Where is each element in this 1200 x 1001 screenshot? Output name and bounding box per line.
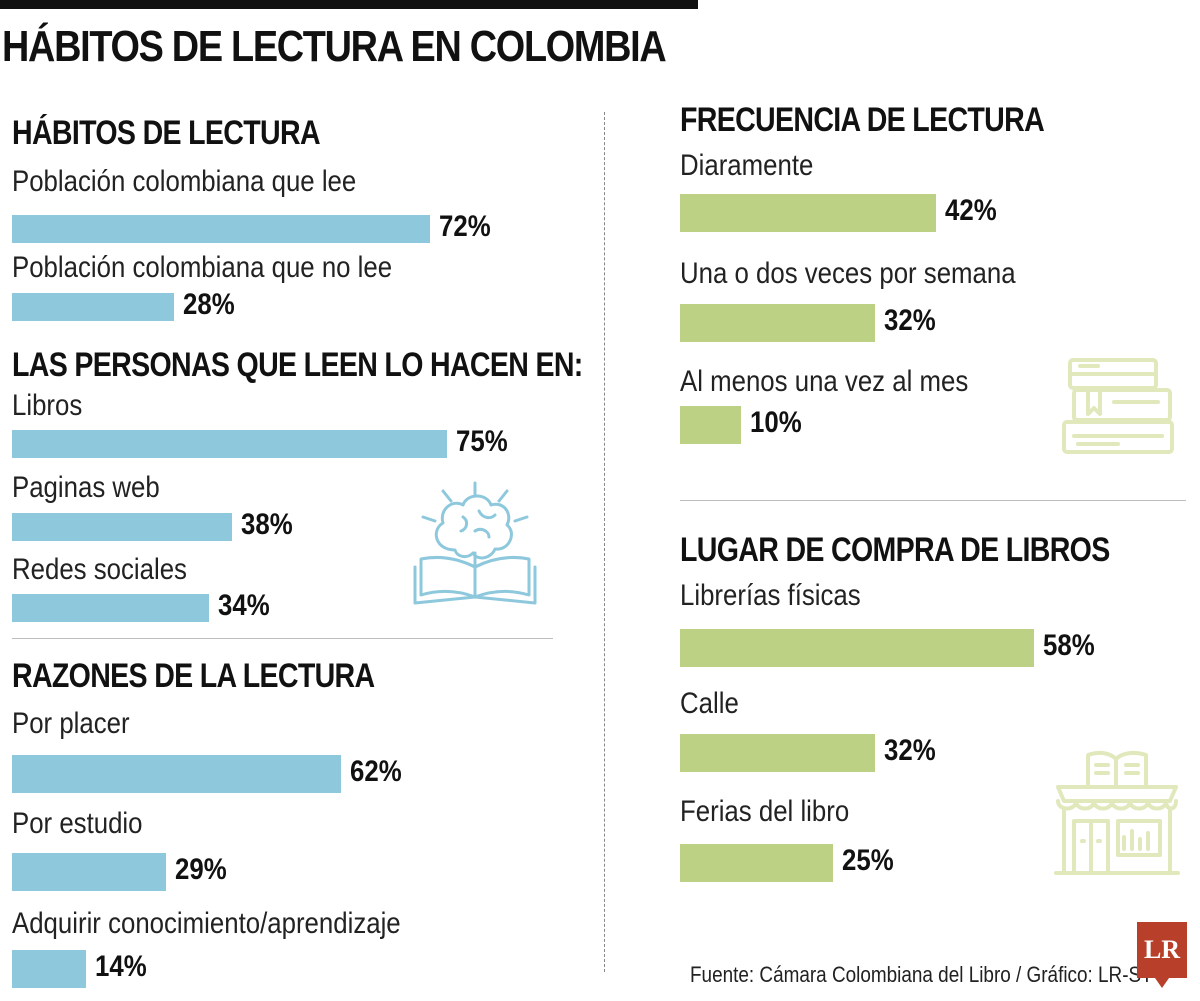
value-label: 29% — [175, 853, 227, 886]
value-label: 14% — [95, 950, 147, 983]
value-label: 10% — [750, 406, 802, 439]
top-rule — [0, 0, 698, 9]
bar — [680, 629, 1034, 667]
bar — [12, 215, 430, 243]
lr-logo-text: LR — [1143, 935, 1181, 964]
value-label: 25% — [842, 844, 894, 877]
bar-label: Población colombiana que lee — [12, 165, 357, 198]
section-divider-right — [680, 500, 1186, 501]
bar — [12, 293, 174, 321]
bar-label: Librerías físicas — [680, 579, 861, 612]
page-title: HÁBITOS DE LECTURA EN COLOMBIA — [2, 22, 667, 71]
bar — [680, 194, 936, 232]
value-label: 72% — [439, 210, 491, 243]
bar-label: Adquirir conocimiento/aprendizaje — [12, 907, 401, 940]
bar-label: Por placer — [12, 707, 130, 740]
bar-label: Libros — [12, 389, 83, 422]
section-title: FRECUENCIA DE LECTURA — [680, 101, 1045, 139]
bar — [12, 594, 209, 622]
bookstore-icon — [1054, 750, 1180, 875]
bar-label: Al menos una vez al mes — [680, 365, 969, 398]
bar-label: Población colombiana que no lee — [12, 251, 393, 284]
value-label: 32% — [884, 734, 936, 767]
bar — [12, 430, 447, 458]
bar — [680, 304, 875, 342]
bar-label: Una o dos veces por semana — [680, 257, 1016, 290]
bar-label: Por estudio — [12, 807, 143, 840]
bar — [680, 734, 875, 772]
value-label: 32% — [884, 304, 936, 337]
bar-label: Diaramente — [680, 149, 814, 182]
section-title: HÁBITOS DE LECTURA — [12, 114, 321, 152]
value-label: 34% — [218, 589, 270, 622]
section-divider-left — [12, 638, 553, 639]
value-label: 28% — [183, 288, 235, 321]
value-label: 75% — [456, 425, 508, 458]
value-label: 38% — [241, 508, 293, 541]
source-note: Fuente: Cámara Colombiana del Libro / Gr… — [690, 962, 1153, 987]
brain-book-icon — [413, 481, 537, 605]
stacked-books-icon — [1062, 358, 1174, 454]
value-label: 58% — [1043, 629, 1095, 662]
bar-label: Ferias del libro — [680, 795, 850, 828]
section-title: RAZONES DE LA LECTURA — [12, 657, 375, 695]
column-divider — [604, 112, 605, 972]
bar — [12, 755, 341, 793]
bar — [680, 406, 741, 444]
bar — [12, 853, 166, 891]
section-title: LAS PERSONAS QUE LEEN LO HACEN EN: — [12, 346, 583, 384]
section-title: LUGAR DE COMPRA DE LIBROS — [680, 531, 1110, 569]
bar — [12, 950, 86, 988]
bar-label: Paginas web — [12, 471, 160, 504]
bar-label: Calle — [680, 687, 739, 720]
bar — [680, 844, 833, 882]
lr-logo: LR — [1137, 922, 1187, 990]
lr-logo-badge — [1137, 922, 1187, 988]
value-label: 42% — [945, 194, 997, 227]
bar — [12, 513, 232, 541]
value-label: 62% — [350, 755, 402, 788]
bar-label: Redes sociales — [12, 553, 187, 586]
